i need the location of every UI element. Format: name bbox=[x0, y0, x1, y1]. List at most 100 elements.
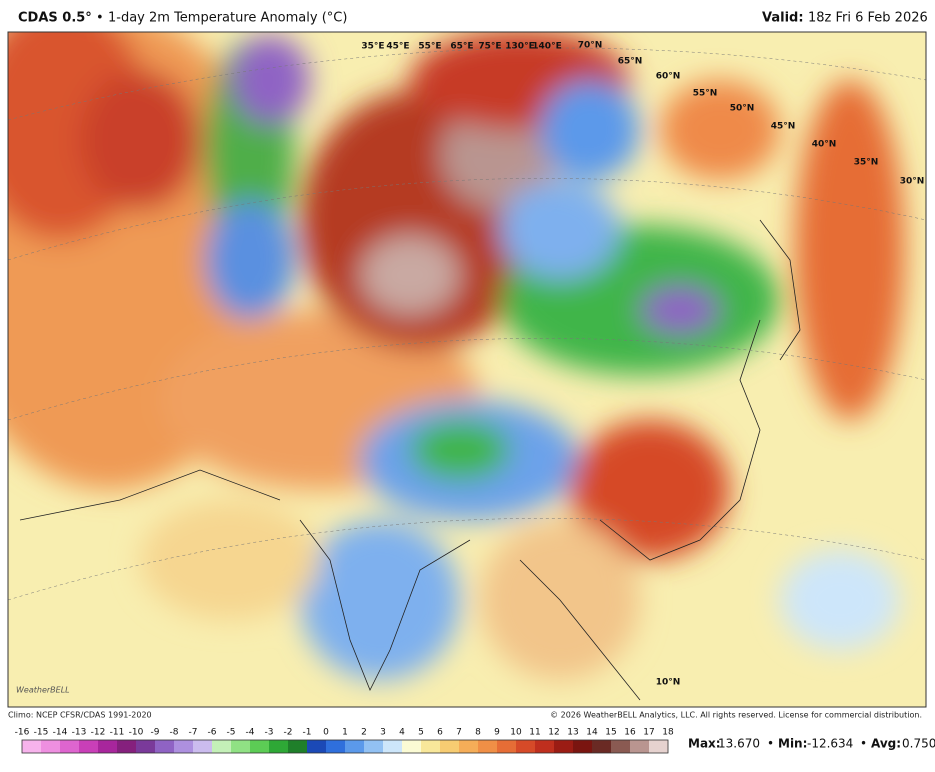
colorbar-swatch bbox=[231, 740, 251, 753]
colorbar-swatch bbox=[440, 740, 460, 753]
grid-label: 55°N bbox=[693, 89, 718, 99]
grid-label: 75°E bbox=[478, 42, 501, 52]
colorbar-label: -10 bbox=[129, 728, 144, 738]
colorbar-label: -7 bbox=[189, 728, 198, 738]
colorbar-swatch bbox=[592, 740, 612, 753]
colorbar-swatch bbox=[98, 740, 118, 753]
grid-label: 130°E bbox=[505, 42, 534, 52]
min-value: -12.634 bbox=[807, 737, 853, 751]
grid-label: 65°N bbox=[618, 57, 643, 67]
colorbar-swatch bbox=[649, 740, 669, 753]
grid-label: 40°N bbox=[812, 140, 837, 150]
avg-label: Avg: bbox=[871, 737, 901, 751]
colorbar-label: 16 bbox=[624, 728, 636, 738]
grid-label: 45°E bbox=[386, 42, 409, 52]
colorbar-label: -14 bbox=[53, 728, 68, 738]
model-name: CDAS 0.5° bbox=[18, 11, 92, 26]
grid-label: 10°N bbox=[656, 678, 681, 688]
colorbar-swatch bbox=[611, 740, 631, 753]
grid-label: 45°N bbox=[771, 122, 796, 132]
colorbar-label: 17 bbox=[643, 728, 654, 738]
separator: • bbox=[96, 11, 104, 26]
colorbar-frame bbox=[21, 739, 669, 754]
map-frame bbox=[7, 31, 927, 708]
grid-label: 140°E bbox=[532, 42, 561, 52]
colorbar-swatch bbox=[60, 740, 80, 753]
map bbox=[8, 32, 926, 707]
grid-label: 30°N bbox=[900, 177, 925, 187]
valid-time: 18z Fri 6 Feb 2026 bbox=[808, 11, 928, 26]
valid-label: Valid: bbox=[762, 11, 804, 26]
colorbar-swatch bbox=[269, 740, 289, 753]
colorbar-label: -1 bbox=[303, 728, 312, 738]
grid-label: 50°N bbox=[730, 104, 755, 114]
graticule bbox=[8, 47, 926, 601]
colorbar-swatch bbox=[364, 740, 384, 753]
colorbar-swatch bbox=[250, 740, 270, 753]
separator: • bbox=[767, 737, 774, 751]
colorbar-label: -11 bbox=[110, 728, 125, 738]
colorbar-label: -2 bbox=[284, 728, 293, 738]
colorbar: -16 -15 -14 -13 -12 -11 -10 -9 -8 -7 -6 -5 -4 -3 -2 -1 0… bbox=[15, 728, 674, 754]
grid-label: 65°E bbox=[450, 42, 473, 52]
colorbar-label: -16 bbox=[15, 728, 30, 738]
colorbar-swatch bbox=[554, 740, 574, 753]
colorbar-swatch bbox=[117, 740, 137, 753]
colorbar-swatch bbox=[497, 740, 517, 753]
colorbar-swatch bbox=[421, 740, 441, 753]
colorbar-label: 15 bbox=[605, 728, 616, 738]
copyright: © 2026 WeatherBELL Analytics, LLC. All r… bbox=[550, 711, 922, 720]
climo-note: Climo: NCEP CFSR/CDAS 1991-2020 bbox=[8, 711, 152, 720]
max-value: 13.670 bbox=[718, 737, 760, 751]
colorbar-label: -8 bbox=[170, 728, 179, 738]
colorbar-swatch bbox=[136, 740, 156, 753]
colorbar-label: 12 bbox=[548, 728, 559, 738]
colorbar-swatch bbox=[630, 740, 650, 753]
colorbar-swatch bbox=[174, 740, 194, 753]
colorbar-label: -15 bbox=[34, 728, 49, 738]
grid-labels: 70°N 65°N 60°N 55°N 50°N 45°N 40°N 35°N 30°N 35°E… bbox=[361, 41, 924, 688]
colorbar-swatch bbox=[345, 740, 365, 753]
colorbar-swatch bbox=[326, 740, 346, 753]
grid-label: 55°E bbox=[418, 42, 441, 52]
separator: • bbox=[860, 737, 867, 751]
colorbar-swatch bbox=[516, 740, 536, 753]
colorbar-swatch bbox=[288, 740, 308, 753]
grid-label: 35°E bbox=[361, 42, 384, 52]
grid-label: 35°N bbox=[854, 158, 879, 168]
logo: WeatherBELL bbox=[16, 686, 70, 695]
min-label: Min: bbox=[778, 737, 807, 751]
colorbar-label: 3 bbox=[380, 728, 386, 738]
map-title: 1-day 2m Temperature Anomaly (°C) bbox=[108, 11, 347, 26]
colorbar-label: 10 bbox=[510, 728, 522, 738]
colorbar-label: 2 bbox=[361, 728, 367, 738]
coastlines bbox=[19, 219, 801, 701]
colorbar-swatch bbox=[459, 740, 479, 753]
colorbar-label: -12 bbox=[91, 728, 106, 738]
colorbar-swatch bbox=[478, 740, 498, 753]
avg-value: 0.750 bbox=[902, 737, 935, 751]
colorbar-label: -5 bbox=[227, 728, 236, 738]
grid-label: 60°N bbox=[656, 72, 681, 82]
colorbar-swatch bbox=[193, 740, 213, 753]
colorbar-label: 4 bbox=[399, 728, 405, 738]
colorbar-label: 18 bbox=[662, 728, 674, 738]
colorbar-label: 8 bbox=[475, 728, 481, 738]
max-label: Max: bbox=[688, 737, 721, 751]
colorbar-label: -6 bbox=[208, 728, 217, 738]
colorbar-label: -13 bbox=[72, 728, 87, 738]
colorbar-label: -4 bbox=[246, 728, 255, 738]
colorbar-swatch bbox=[155, 740, 175, 753]
colorbar-swatch bbox=[307, 740, 327, 753]
colorbar-swatch bbox=[573, 740, 593, 753]
stats: Max: 13.670 • Min: -12.634 • Avg: 0.750 bbox=[688, 737, 935, 751]
colorbar-label: 0 bbox=[323, 728, 329, 738]
colorbar-swatch bbox=[535, 740, 555, 753]
colorbar-label: 9 bbox=[494, 728, 500, 738]
colorbar-swatch bbox=[383, 740, 403, 753]
colorbar-label: -3 bbox=[265, 728, 274, 738]
colorbar-swatch bbox=[41, 740, 61, 753]
grid-label: 70°N bbox=[578, 41, 603, 51]
